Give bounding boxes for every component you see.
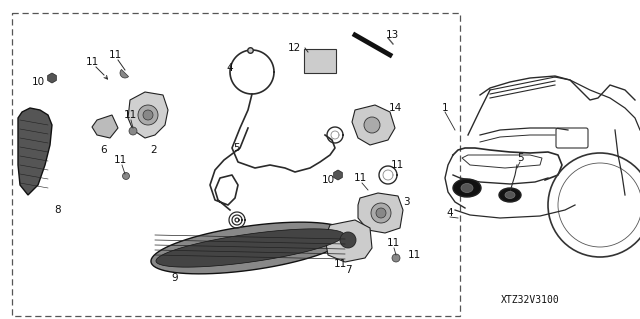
Ellipse shape (461, 183, 473, 192)
Text: 6: 6 (100, 145, 108, 155)
Ellipse shape (453, 179, 481, 197)
Text: 10: 10 (31, 77, 45, 87)
Text: 11: 11 (124, 110, 136, 120)
Wedge shape (129, 127, 137, 135)
Text: 11: 11 (333, 259, 347, 269)
Polygon shape (128, 92, 168, 138)
Wedge shape (392, 254, 400, 262)
Text: 11: 11 (353, 173, 367, 183)
Polygon shape (151, 222, 349, 274)
Circle shape (376, 208, 386, 218)
Text: 11: 11 (387, 238, 399, 248)
Circle shape (340, 232, 356, 248)
Circle shape (364, 117, 380, 133)
Text: XTZ32V3100: XTZ32V3100 (500, 295, 559, 305)
Circle shape (122, 173, 129, 180)
FancyArrowPatch shape (104, 76, 108, 79)
FancyBboxPatch shape (304, 49, 336, 73)
Bar (12, 13, 460, 316)
Polygon shape (358, 193, 403, 233)
Text: 11: 11 (408, 250, 420, 260)
Text: 5: 5 (234, 143, 240, 153)
Text: 4: 4 (227, 63, 234, 73)
Circle shape (138, 105, 158, 125)
Wedge shape (120, 70, 129, 78)
Text: 10: 10 (321, 175, 335, 185)
Text: 12: 12 (287, 43, 301, 53)
Text: 11: 11 (113, 155, 127, 165)
Circle shape (143, 110, 153, 120)
Polygon shape (156, 229, 344, 267)
Polygon shape (18, 108, 52, 195)
Text: 13: 13 (385, 30, 399, 40)
Ellipse shape (505, 191, 515, 198)
Ellipse shape (499, 188, 521, 202)
Text: 4: 4 (447, 208, 453, 218)
Text: 1: 1 (442, 103, 448, 113)
Text: 11: 11 (390, 160, 404, 170)
Polygon shape (92, 115, 118, 138)
Text: 2: 2 (150, 145, 157, 155)
Circle shape (371, 203, 391, 223)
Text: 11: 11 (108, 50, 122, 60)
Polygon shape (325, 220, 372, 262)
Text: 8: 8 (54, 205, 61, 215)
Polygon shape (352, 105, 395, 145)
Text: 7: 7 (345, 265, 351, 275)
Text: 3: 3 (403, 197, 410, 207)
Text: 5: 5 (516, 153, 524, 163)
Text: 14: 14 (388, 103, 402, 113)
Text: 11: 11 (85, 57, 99, 67)
Text: 9: 9 (172, 273, 179, 283)
